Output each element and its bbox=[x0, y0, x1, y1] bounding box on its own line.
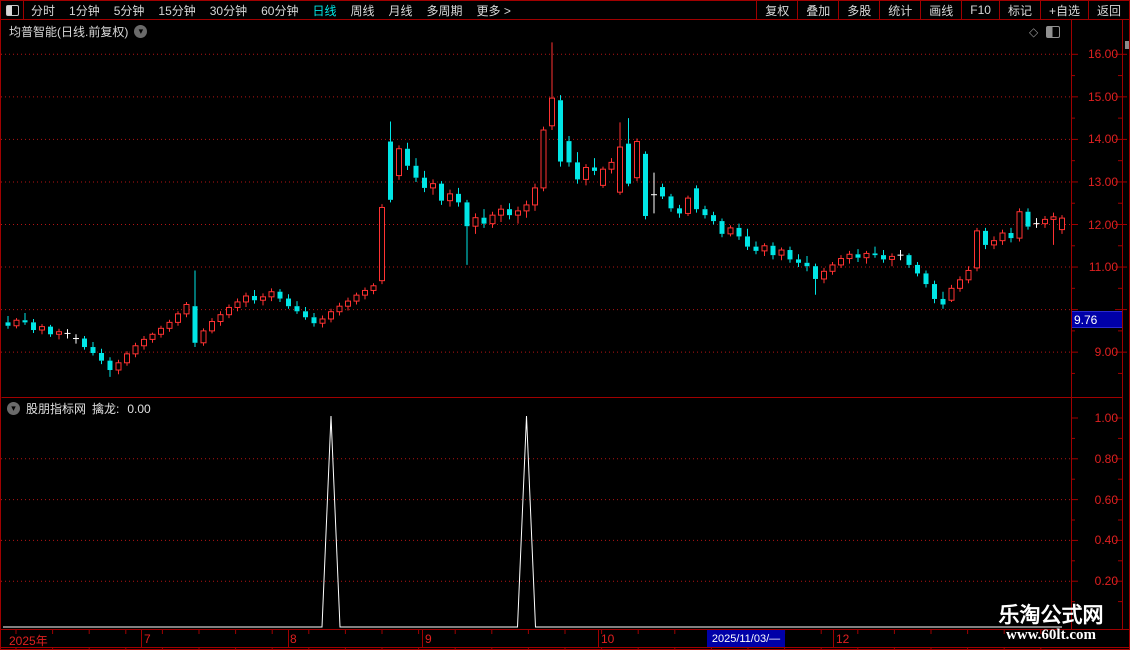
toolbar-button-1[interactable]: 叠加 bbox=[797, 1, 838, 19]
period-tab-9[interactable]: 多周期 bbox=[426, 3, 463, 18]
price-tick-label: 13.00 bbox=[1087, 174, 1118, 189]
price-tick-label: 11.00 bbox=[1088, 260, 1118, 275]
time-tick-label: 7 bbox=[144, 632, 151, 646]
period-tab-4[interactable]: 30分钟 bbox=[209, 3, 248, 18]
period-tab-6[interactable]: 日线 bbox=[312, 3, 337, 18]
indicator-chevron-icon[interactable]: ▾ bbox=[7, 402, 20, 415]
period-tab-0[interactable]: 分时 bbox=[31, 3, 56, 18]
price-tick-label: 16.00 bbox=[1087, 47, 1118, 62]
chart-title: 均普智能(日线.前复权) bbox=[9, 25, 129, 39]
indicator-source: 股朋指标网 bbox=[26, 402, 87, 416]
date-highlight-badge: 2025/11/03/— bbox=[707, 630, 785, 647]
toolbar-button-5[interactable]: F10 bbox=[961, 1, 999, 19]
toolbar-button-2[interactable]: 多股 bbox=[838, 1, 879, 19]
period-tab-7[interactable]: 周线 bbox=[350, 3, 375, 18]
indicator-name: 擒龙: bbox=[92, 402, 120, 416]
time-tick-label: 10 bbox=[601, 632, 615, 646]
period-tab-8[interactable]: 月线 bbox=[388, 3, 413, 18]
period-tabs: 分时 1分钟 5分钟 15分钟 30分钟 60分钟 日线 周线 月线 多周期 更多 > bbox=[24, 1, 518, 19]
last-price-badge: 9.76 bbox=[1072, 310, 1122, 328]
period-tab-3[interactable]: 15分钟 bbox=[158, 3, 196, 18]
indicator-tick-label: 0.40 bbox=[1094, 533, 1118, 548]
watermark-site-url: www.60lt.com bbox=[1006, 627, 1096, 643]
chart-corner-icons: ◇ bbox=[1029, 25, 1061, 39]
chevron-down-icon[interactable]: ▾ bbox=[134, 25, 148, 38]
price-tick-label: 15.00 bbox=[1087, 89, 1118, 104]
indicator-header: ▾ 股朋指标网 擒龙: 0.00 bbox=[7, 400, 151, 417]
time-tick-label: 8 bbox=[290, 632, 297, 646]
menubar: 分时 1分钟 5分钟 15分钟 30分钟 60分钟 日线 周线 月线 多周期 更多 > 复权 叠加 多股… bbox=[1, 1, 1129, 20]
chart-title-row: 均普智能(日线.前复权) ▾ bbox=[9, 23, 148, 40]
time-tick-label: 9 bbox=[425, 632, 432, 646]
toolbar-buttons: 复权 叠加 多股 统计 画线 F10 标记 +自选 返回 bbox=[756, 1, 1129, 19]
toolbar-button-6[interactable]: 标记 bbox=[998, 1, 1040, 19]
indicator-tick-label: 0.80 bbox=[1094, 451, 1118, 466]
split-panel-icon[interactable] bbox=[1, 1, 24, 19]
toolbar-button-4[interactable]: 画线 bbox=[920, 1, 961, 19]
toolbar-button-3[interactable]: 统计 bbox=[879, 1, 920, 19]
split-panel-glyph bbox=[5, 4, 19, 16]
indicator-value: 0.00 bbox=[127, 401, 151, 416]
period-tab-5[interactable]: 60分钟 bbox=[261, 3, 299, 18]
indicator-tick-label: 0.60 bbox=[1094, 492, 1118, 507]
watermark-site-name: 乐淘公式网 bbox=[998, 603, 1104, 627]
price-tick-label: 9.00 bbox=[1094, 345, 1118, 360]
indicator-tick-label: 1.00 bbox=[1094, 411, 1118, 425]
toolbar-button-0[interactable]: 复权 bbox=[756, 1, 797, 19]
period-tab-2[interactable]: 5分钟 bbox=[113, 3, 145, 18]
toolbar-button-8[interactable]: 返回 bbox=[1087, 1, 1129, 19]
panel-icon[interactable] bbox=[1046, 26, 1061, 38]
toolbar-button-7[interactable]: +自选 bbox=[1039, 1, 1088, 19]
diamond-icon[interactable]: ◇ bbox=[1029, 25, 1039, 39]
period-tab-1[interactable]: 1分钟 bbox=[69, 3, 100, 18]
time-tick-label: 2025年 bbox=[9, 634, 48, 648]
time-tick-label: 12 bbox=[836, 632, 850, 646]
period-tab-10[interactable]: 更多 > bbox=[476, 3, 511, 18]
watermark: 乐淘公式网 www.60lt.com bbox=[986, 603, 1116, 644]
indicator-tick-label: 0.20 bbox=[1094, 574, 1118, 589]
price-tick-label: 12.00 bbox=[1087, 217, 1118, 232]
price-tick-label: 14.00 bbox=[1087, 132, 1118, 147]
